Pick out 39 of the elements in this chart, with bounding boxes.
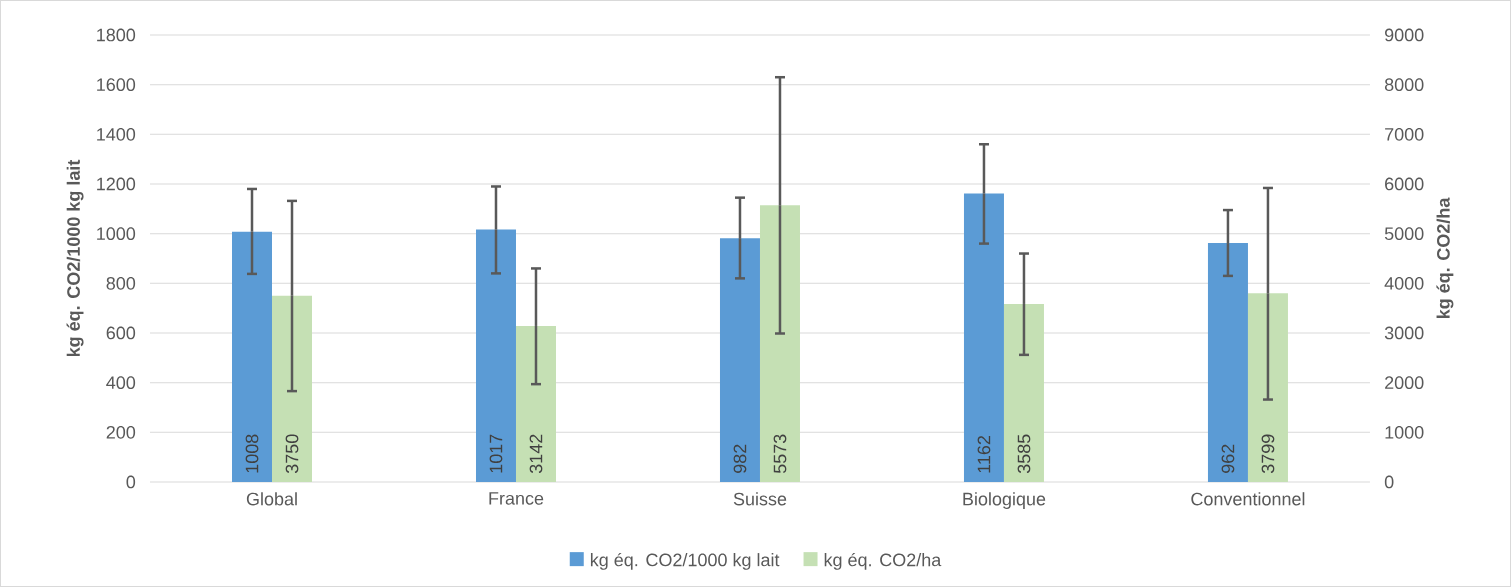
y2-tick-label: 5000 xyxy=(1384,227,1424,241)
x-tick-label: Suisse xyxy=(733,492,787,506)
y-axis-title: kg éq. CO2/1000 kg lait xyxy=(66,159,84,357)
data-label: 3585 xyxy=(1017,434,1031,474)
x-tick-label: Conventionnel xyxy=(1191,492,1305,506)
legend-label: kg éq. CO2/1000 kg lait xyxy=(590,552,780,570)
data-label: 5573 xyxy=(773,434,787,474)
data-label: 1017 xyxy=(489,434,503,473)
y-tick-label: 800 xyxy=(106,276,136,290)
y2-tick-label: 3000 xyxy=(1384,326,1424,340)
y2-tick-label: 9000 xyxy=(1385,28,1424,42)
y2-tick-label: 0 xyxy=(1384,475,1394,489)
y-tick-label: 0 xyxy=(126,475,136,489)
data-label: 3750 xyxy=(285,434,299,474)
y2-tick-label: 1000 xyxy=(1385,425,1424,439)
data-label: 3799 xyxy=(1261,434,1275,474)
y2-tick-label: 7000 xyxy=(1385,127,1424,141)
legend-label: kg éq. CO2/ha xyxy=(824,552,942,570)
y2-tick-label: 2000 xyxy=(1385,376,1424,390)
data-label: 3142 xyxy=(529,434,543,474)
x-tick-label: France xyxy=(489,492,544,505)
data-label: 1008 xyxy=(245,434,259,473)
y-tick-label: 400 xyxy=(106,376,136,390)
y-tick-label: 1200 xyxy=(97,177,136,191)
y2-tick-label: 4000 xyxy=(1384,276,1424,290)
x-tick-label: Global xyxy=(246,492,297,506)
y2-tick-label: 8000 xyxy=(1384,78,1424,92)
y-tick-label: 1400 xyxy=(97,127,136,141)
x-tick-label: Biologique xyxy=(963,492,1046,509)
y-tick-label: 1000 xyxy=(97,227,136,241)
data-label: 1162 xyxy=(977,435,991,473)
y-tick-label: 1600 xyxy=(97,78,136,92)
y-tick-label: 1800 xyxy=(97,28,136,42)
data-label: 982 xyxy=(733,444,747,473)
y2-axis-title: kg éq. CO2/ha xyxy=(1436,197,1454,319)
y-tick-label: 600 xyxy=(106,326,136,340)
y2-tick-label: 6000 xyxy=(1385,177,1424,191)
data-label: 962 xyxy=(1221,444,1235,473)
y-tick-label: 200 xyxy=(106,425,136,439)
